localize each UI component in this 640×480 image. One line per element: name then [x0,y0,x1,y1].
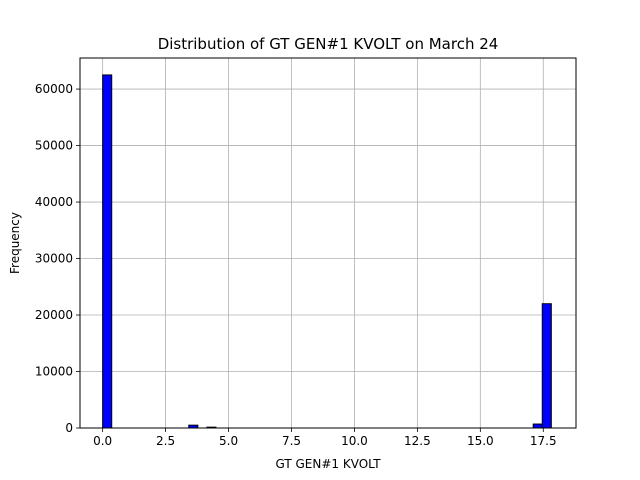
x-tick-label: 17.5 [530,434,557,448]
x-tick-label: 5.0 [219,434,238,448]
histogram-bar-3 [532,423,543,429]
x-axis-label: GT GEN#1 KVOLT [275,457,381,471]
x-tick-label: 15.0 [467,434,494,448]
histogram-bar-0 [102,74,113,429]
x-tick-label: 0.0 [93,434,112,448]
y-tick-label: 10000 [35,365,73,379]
y-tick-label: 20000 [35,308,73,322]
y-tick-label: 40000 [35,195,73,209]
y-tick-label: 60000 [35,82,73,96]
y-tick-label: 30000 [35,252,73,266]
y-axis-ticks: 0 10000 20000 30000 40000 50000 60000 [35,82,80,435]
chart-title: Distribution of GT GEN#1 KVOLT on March … [158,35,499,53]
x-axis-ticks: 0.0 2.5 5.0 7.5 10.0 12.5 15.0 17.5 [93,428,557,448]
y-tick-label: 50000 [35,139,73,153]
y-axis-label: Frequency [8,212,22,274]
plot-frame [79,57,577,429]
histogram-bar-4 [541,303,552,429]
x-tick-label: 12.5 [404,434,431,448]
x-tick-label: 7.5 [282,434,301,448]
x-tick-label: 10.0 [341,434,368,448]
y-tick-label: 0 [65,421,73,435]
x-tick-label: 2.5 [156,434,175,448]
